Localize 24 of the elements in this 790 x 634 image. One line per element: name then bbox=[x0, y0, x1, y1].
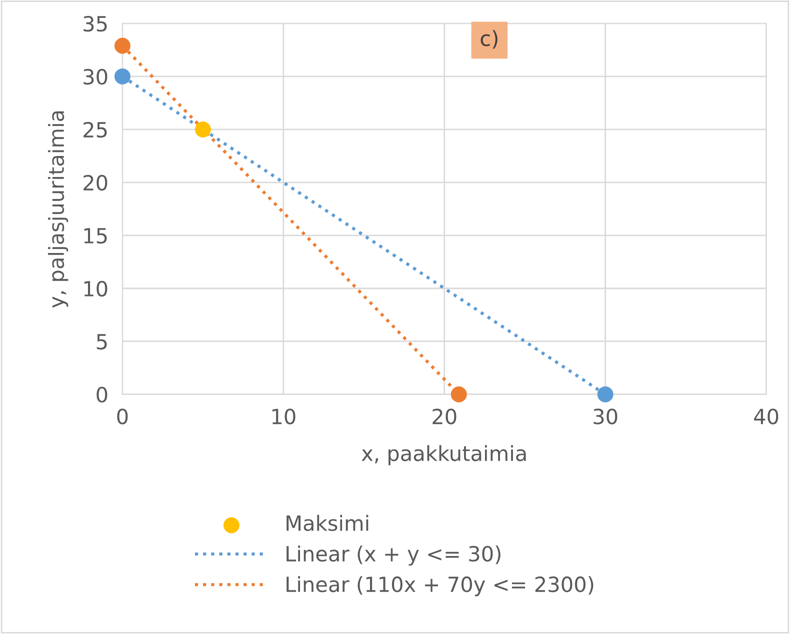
point bbox=[450, 386, 467, 402]
y-tick-label: 25 bbox=[84, 122, 107, 138]
point bbox=[114, 38, 130, 54]
x-tick-label: 20 bbox=[432, 408, 456, 424]
point bbox=[597, 386, 614, 402]
legend-label: Linear (x + y <= 30) bbox=[286, 545, 500, 566]
y-tick-label: 0 bbox=[96, 386, 108, 403]
x-tick-label: 40 bbox=[754, 408, 778, 424]
x-tick-label: 0 bbox=[117, 408, 128, 424]
y-tick-label: 20 bbox=[84, 174, 108, 191]
legend-label: Linear (110x + 70y <= 2300) bbox=[286, 576, 594, 596]
legend-label: Maksimi bbox=[286, 514, 368, 532]
annotation: c) bbox=[480, 30, 498, 49]
point bbox=[194, 121, 211, 138]
y-tick-label: 35 bbox=[84, 16, 107, 32]
x-tick-label: 30 bbox=[594, 408, 618, 424]
x-axis-title: x, paakkutaimia bbox=[362, 445, 526, 466]
x-tick-label: 10 bbox=[272, 408, 296, 424]
y-tick-label: 30 bbox=[84, 68, 108, 85]
point bbox=[114, 68, 130, 84]
y-tick-label: 15 bbox=[84, 228, 107, 244]
y-tick-label: 10 bbox=[84, 280, 108, 297]
y-tick-label: 5 bbox=[96, 334, 107, 350]
y-axis-title: y, paljasjuuritaimia bbox=[48, 111, 68, 308]
